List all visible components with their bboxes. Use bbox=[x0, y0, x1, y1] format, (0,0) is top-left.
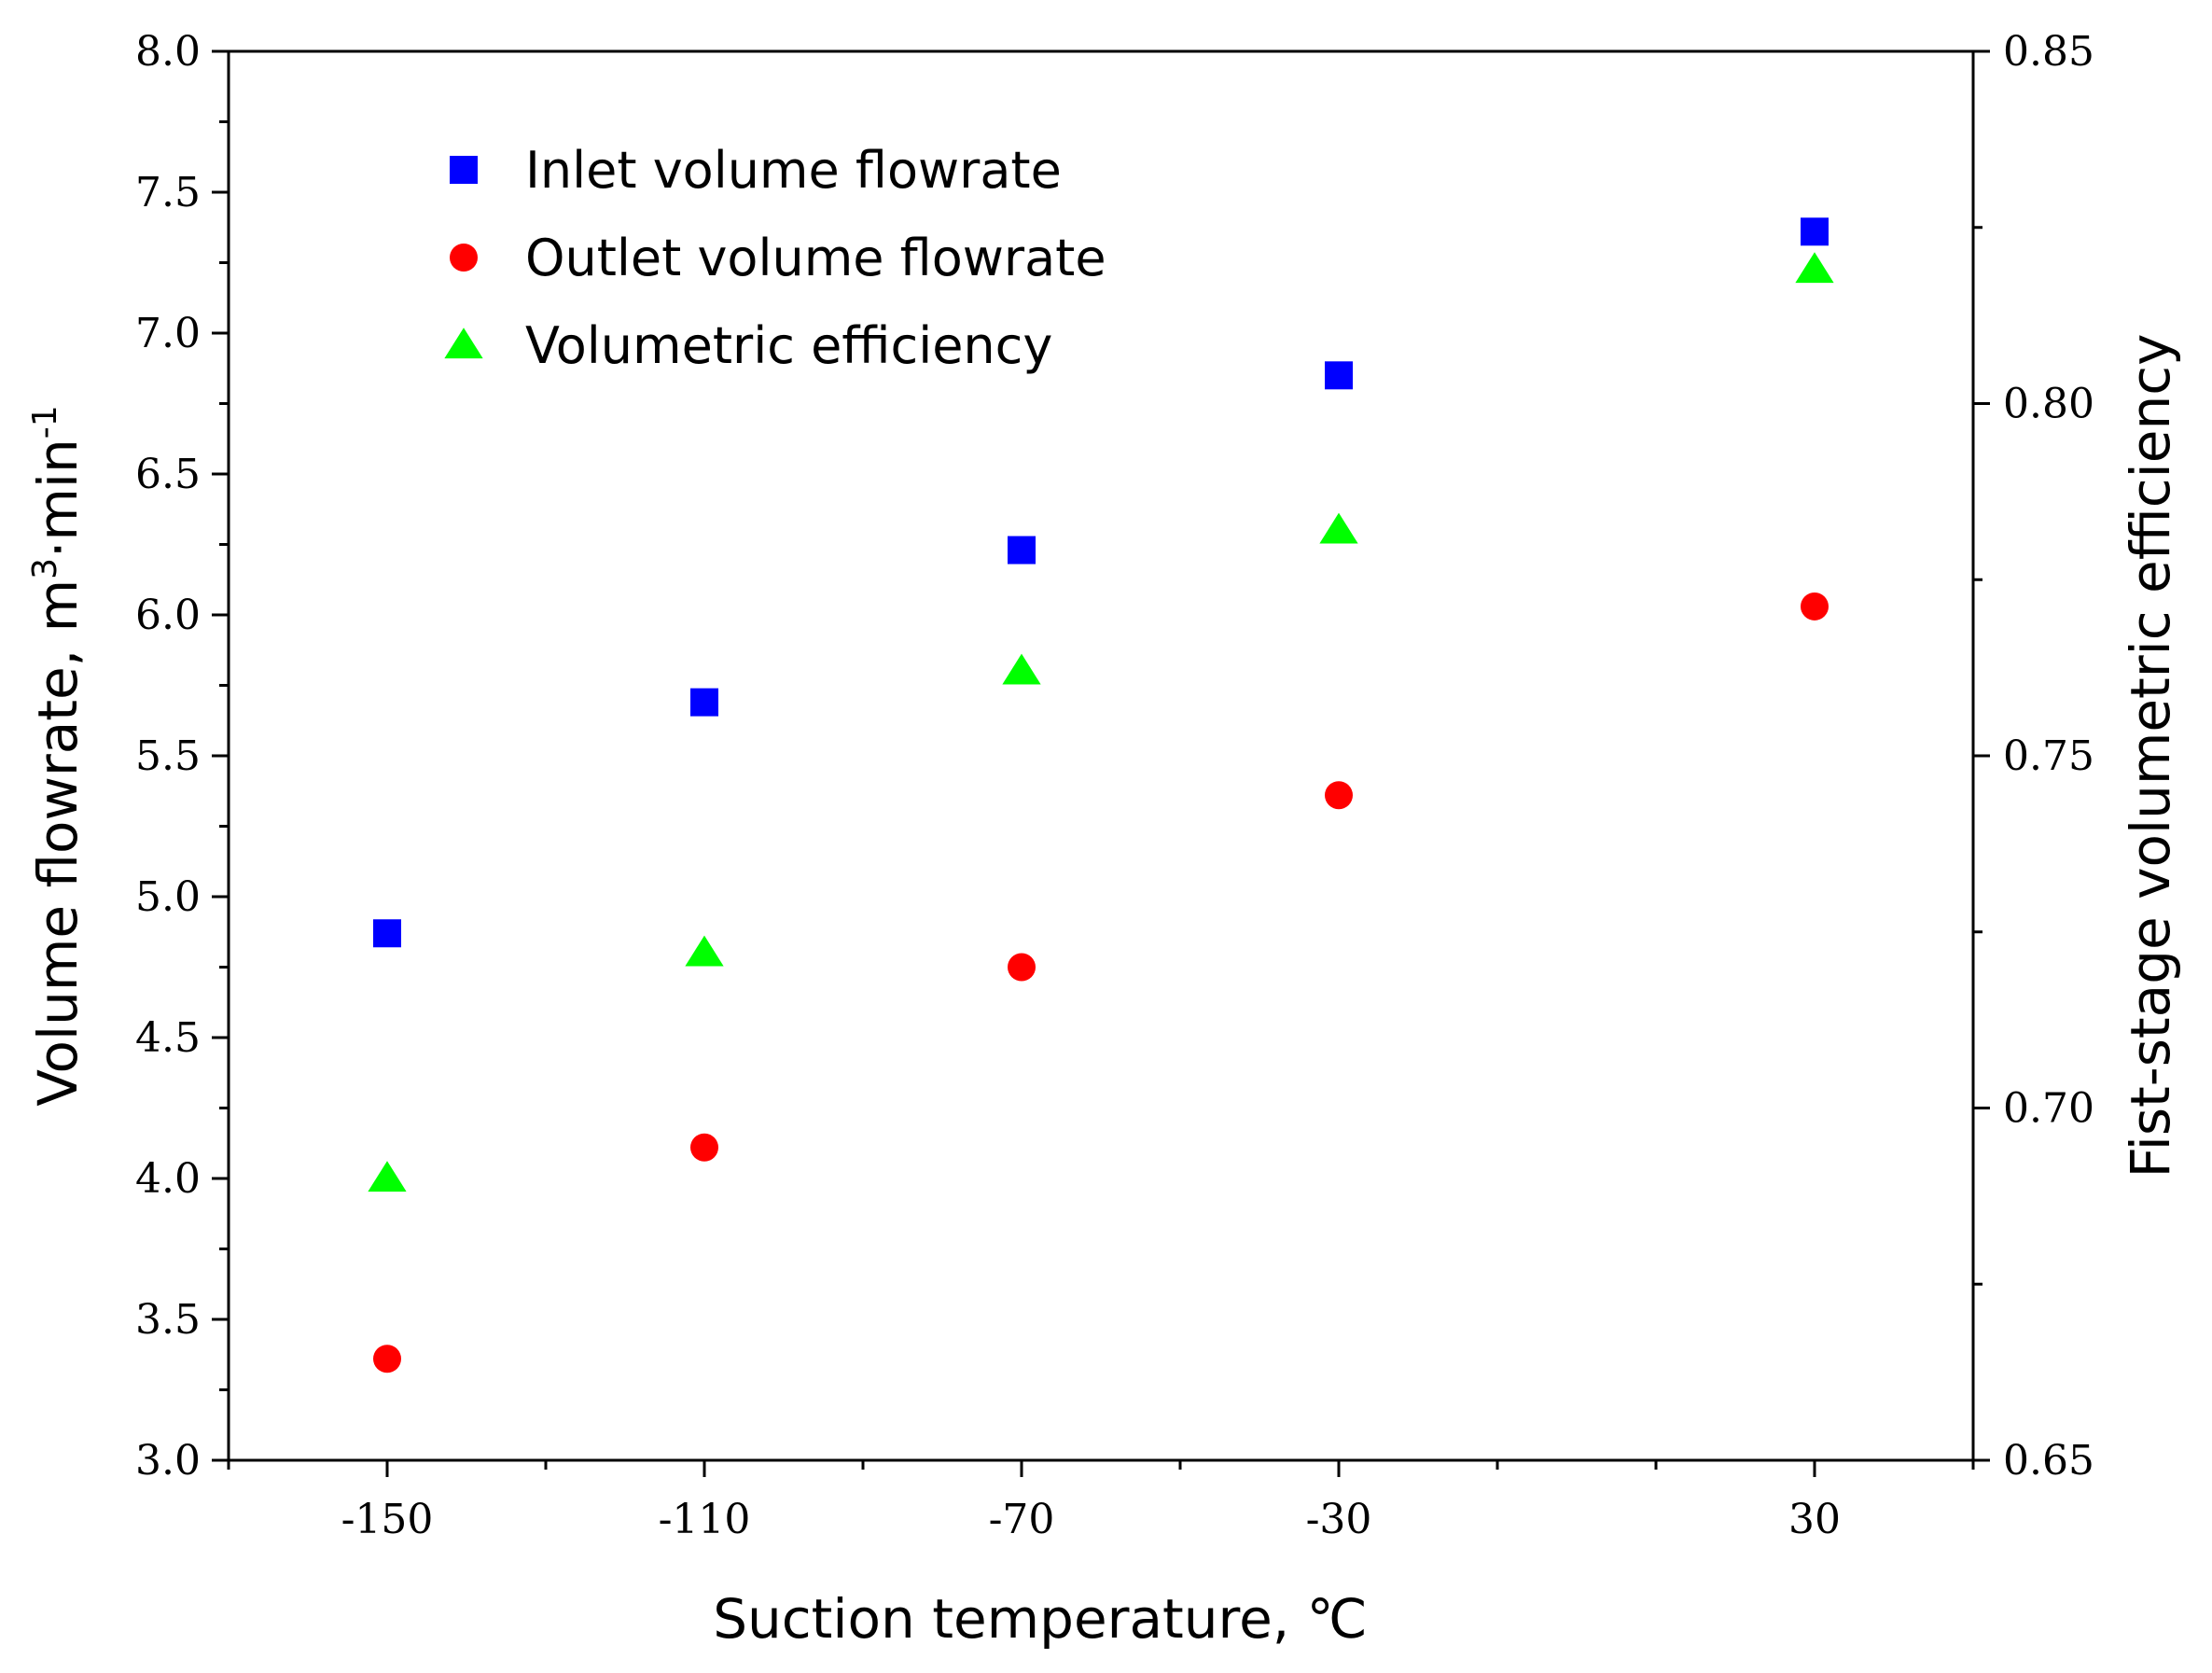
x-tick-label: 30 bbox=[1788, 1496, 1841, 1543]
y-right-tick-label: 0.85 bbox=[2003, 28, 2094, 76]
y-left-tick-label: 6.5 bbox=[135, 451, 201, 498]
y-left-tick-label: 4.5 bbox=[135, 1014, 201, 1062]
legend-circle-marker bbox=[450, 244, 478, 272]
circle-point bbox=[1008, 953, 1036, 982]
legend-triangle-marker bbox=[444, 328, 483, 359]
data-marks bbox=[368, 217, 1834, 1373]
y-right-tick-label: 0.75 bbox=[2003, 732, 2094, 780]
ticks bbox=[212, 49, 1990, 1477]
triangle-point bbox=[685, 935, 724, 967]
legend-label: Outlet volume flowrate bbox=[525, 229, 1106, 287]
square-point bbox=[373, 919, 401, 948]
legend-label: Volumetric efficiency bbox=[525, 316, 1052, 375]
tick-labels: 3.0 3.5 4.0 4.5 5.0 5.5 6.0 6.5 7.0 7.5 8.0 0.65 0.7… bbox=[135, 28, 2094, 1543]
y-left-tick-label: 8.0 bbox=[135, 28, 201, 76]
legend-square-marker bbox=[450, 156, 478, 184]
triangle-point bbox=[1795, 252, 1834, 284]
square-point bbox=[1008, 536, 1036, 565]
square-point bbox=[690, 688, 718, 717]
y-right-tick-label: 0.80 bbox=[2003, 381, 2094, 428]
y-right-tick-label: 0.70 bbox=[2003, 1085, 2094, 1133]
y-left-tick-label: 5.5 bbox=[135, 732, 201, 780]
square-point bbox=[1325, 361, 1353, 390]
legend: Inlet volume flowrate Outlet volume flowr… bbox=[444, 141, 1106, 375]
x-tick-label: -30 bbox=[1306, 1496, 1372, 1543]
y-axis-title-right: Fist-stage volumetric efficiency bbox=[2119, 334, 2182, 1178]
y-left-tick-label: 3.5 bbox=[135, 1296, 201, 1344]
square-point bbox=[1801, 217, 1829, 246]
triangle-point bbox=[1002, 653, 1041, 685]
y-left-tick-label: 3.0 bbox=[135, 1437, 201, 1485]
y-left-tick-label: 5.0 bbox=[135, 873, 201, 921]
y-left-tick-label: 6.0 bbox=[135, 592, 201, 639]
x-tick-label: -110 bbox=[659, 1496, 751, 1543]
circle-point bbox=[690, 1133, 718, 1162]
y-left-tick-label: 7.5 bbox=[135, 169, 201, 216]
legend-label: Inlet volume flowrate bbox=[525, 141, 1062, 200]
triangle-point bbox=[368, 1161, 407, 1192]
y-left-tick-label: 7.0 bbox=[135, 310, 201, 357]
circle-point bbox=[1325, 781, 1353, 810]
y-axis-title-left: Volume flowrate, m3·min-1 bbox=[26, 405, 90, 1106]
x-tick-label: -70 bbox=[989, 1496, 1055, 1543]
x-tick-label: -150 bbox=[341, 1496, 434, 1543]
y-left-tick-label: 4.0 bbox=[135, 1155, 201, 1203]
circle-point bbox=[1801, 592, 1829, 620]
y-right-tick-label: 0.65 bbox=[2003, 1437, 2094, 1485]
triangle-point bbox=[1319, 512, 1358, 544]
x-axis-title: Suction temperature, ℃ bbox=[713, 1587, 1368, 1651]
circle-point bbox=[373, 1345, 401, 1373]
